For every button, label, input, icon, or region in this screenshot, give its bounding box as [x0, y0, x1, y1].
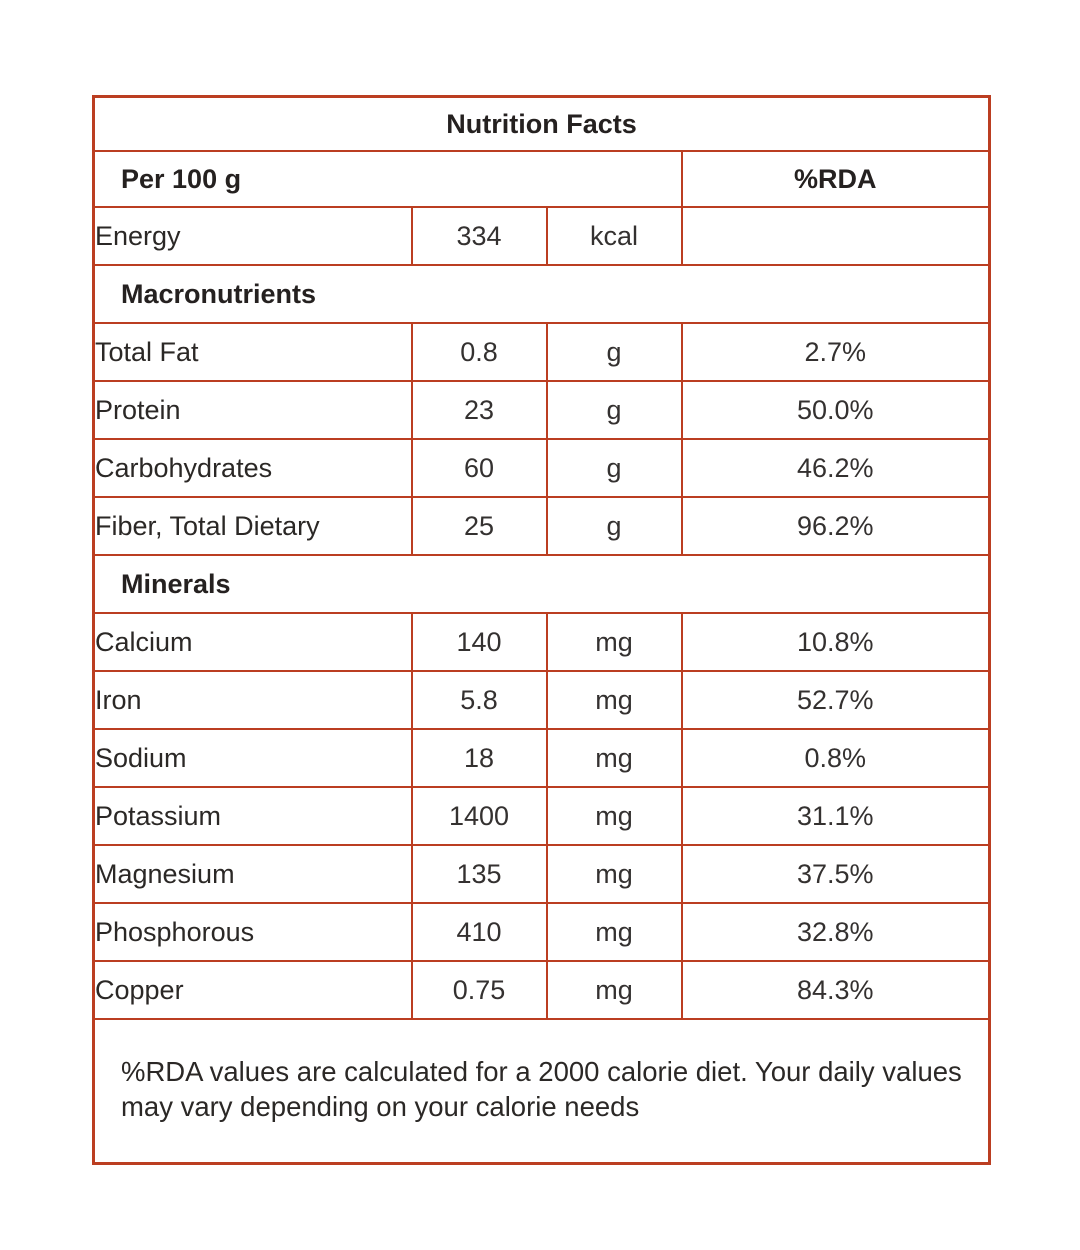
- rda-column-header: %RDA: [680, 150, 991, 208]
- table-row: Total Fat 0.8 g 2.7%: [92, 322, 991, 382]
- nutrition-facts-table: Nutrition Facts Per 100 g %RDA Energy 33…: [92, 95, 992, 1165]
- nutrient-value-cell: 334: [410, 206, 548, 266]
- rda-footnote: %RDA values are calculated for a 2000 ca…: [92, 1018, 991, 1165]
- nutrient-value-cell: 0.8: [410, 322, 548, 382]
- nutrient-unit-cell: g: [545, 380, 683, 440]
- nutrient-rda-cell: 10.8%: [680, 612, 991, 672]
- table-row: Iron 5.8 mg 52.7%: [92, 670, 991, 730]
- nutrient-unit-cell: mg: [545, 786, 683, 846]
- nutrient-name-cell: Phosphorous: [92, 902, 413, 962]
- nutrient-unit-cell: g: [545, 496, 683, 556]
- nutrient-name-cell: Potassium: [92, 786, 413, 846]
- nutrient-name-cell: Total Fat: [92, 322, 413, 382]
- table-row: Fiber, Total Dietary 25 g 96.2%: [92, 496, 991, 556]
- nutrient-rda-cell: 52.7%: [680, 670, 991, 730]
- nutrient-value-cell: 18: [410, 728, 548, 788]
- nutrient-rda-cell: 50.0%: [680, 380, 991, 440]
- nutrient-rda-cell: 46.2%: [680, 438, 991, 498]
- nutrient-unit-cell: kcal: [545, 206, 683, 266]
- section-header-macronutrients: Macronutrients: [92, 264, 991, 324]
- nutrient-unit-cell: mg: [545, 844, 683, 904]
- table-row: %RDA values are calculated for a 2000 ca…: [92, 1018, 991, 1165]
- nutrient-value-cell: 140: [410, 612, 548, 672]
- nutrient-unit-cell: mg: [545, 612, 683, 672]
- nutrient-rda-cell: 84.3%: [680, 960, 991, 1020]
- nutrient-rda-cell: 31.1%: [680, 786, 991, 846]
- table-row: Phosphorous 410 mg 32.8%: [92, 902, 991, 962]
- section-header-label: Macronutrients: [92, 264, 991, 324]
- table-row: Sodium 18 mg 0.8%: [92, 728, 991, 788]
- nutrient-unit-cell: g: [545, 322, 683, 382]
- nutrient-value-cell: 0.75: [410, 960, 548, 1020]
- nutrient-rda-cell: 96.2%: [680, 496, 991, 556]
- table-row: Magnesium 135 mg 37.5%: [92, 844, 991, 904]
- nutrient-name-cell: Iron: [92, 670, 413, 730]
- nutrient-unit-cell: g: [545, 438, 683, 498]
- nutrient-value-cell: 135: [410, 844, 548, 904]
- nutrient-name-cell: Energy: [92, 206, 413, 266]
- table-row: Calcium 140 mg 10.8%: [92, 612, 991, 672]
- table-row: Per 100 g %RDA: [92, 150, 991, 208]
- table-row: Energy 334 kcal: [92, 206, 991, 266]
- nutrient-value-cell: 410: [410, 902, 548, 962]
- nutrient-value-cell: 23: [410, 380, 548, 440]
- table-row: Protein 23 g 50.0%: [92, 380, 991, 440]
- nutrient-name-cell: Magnesium: [92, 844, 413, 904]
- table-row: Carbohydrates 60 g 46.2%: [92, 438, 991, 498]
- nutrient-name-cell: Fiber, Total Dietary: [92, 496, 413, 556]
- nutrient-value-cell: 60: [410, 438, 548, 498]
- nutrient-value-cell: 5.8: [410, 670, 548, 730]
- table-row: Nutrition Facts: [92, 95, 991, 152]
- nutrient-name-cell: Copper: [92, 960, 413, 1020]
- nutrient-value-cell: 25: [410, 496, 548, 556]
- table-row: Potassium 1400 mg 31.1%: [92, 786, 991, 846]
- serving-size-header: Per 100 g: [92, 150, 683, 208]
- table-row: Copper 0.75 mg 84.3%: [92, 960, 991, 1020]
- nutrient-rda-cell: 37.5%: [680, 844, 991, 904]
- nutrient-name-cell: Protein: [92, 380, 413, 440]
- nutrient-unit-cell: mg: [545, 960, 683, 1020]
- nutrient-name-cell: Calcium: [92, 612, 413, 672]
- nutrient-unit-cell: mg: [545, 670, 683, 730]
- nutrient-unit-cell: mg: [545, 902, 683, 962]
- nutrient-value-cell: 1400: [410, 786, 548, 846]
- table-title: Nutrition Facts: [92, 95, 991, 152]
- nutrient-rda-cell: 0.8%: [680, 728, 991, 788]
- nutrient-rda-cell: 32.8%: [680, 902, 991, 962]
- nutrient-name-cell: Carbohydrates: [92, 438, 413, 498]
- section-header-minerals: Minerals: [92, 554, 991, 614]
- nutrient-name-cell: Sodium: [92, 728, 413, 788]
- nutrient-unit-cell: mg: [545, 728, 683, 788]
- nutrient-rda-cell: [680, 206, 991, 266]
- nutrient-rda-cell: 2.7%: [680, 322, 991, 382]
- section-header-label: Minerals: [92, 554, 991, 614]
